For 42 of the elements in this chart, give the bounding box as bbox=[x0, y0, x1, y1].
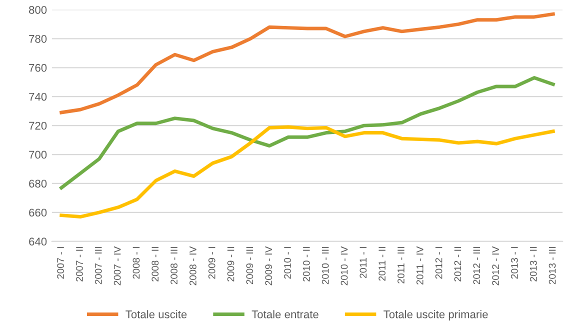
x-tick-label: 2010 - II bbox=[302, 247, 310, 282]
y-tick-label: 740 bbox=[29, 92, 47, 101]
x-tick-label: 2011 - I bbox=[360, 247, 367, 278]
line-series bbox=[60, 125, 555, 218]
x-tick-label: 2008 - II bbox=[152, 247, 159, 282]
x-tick-label: 2010 - III bbox=[322, 247, 329, 284]
x-tick-label: 2013 - III bbox=[548, 247, 556, 284]
x-tick-label: 2013 - I bbox=[511, 247, 518, 279]
y-tick-label: 800 bbox=[29, 6, 47, 14]
y-tick-label: 760 bbox=[29, 64, 47, 72]
x-tick-label: 2009 - II bbox=[227, 247, 234, 282]
x-tick-label: 2007 - I bbox=[57, 247, 64, 279]
x-tick-label: 2011 - II bbox=[378, 247, 386, 281]
line-series bbox=[60, 76, 555, 190]
legend-label: Totale entrate bbox=[252, 310, 318, 318]
legend-label: Totale uscite primarie bbox=[384, 310, 488, 320]
line-series bbox=[60, 12, 555, 114]
legend-label: Totale uscite bbox=[126, 310, 187, 318]
x-tick-label: 2013 - II bbox=[530, 247, 537, 282]
y-tick-label: 700 bbox=[29, 150, 47, 159]
x-tick-label: 2007 - II bbox=[76, 247, 83, 282]
x-tick-label: 2012 - IV bbox=[492, 246, 499, 286]
x-tick-label: 2012 - I bbox=[435, 247, 442, 279]
x-tick-label: 2009 - I bbox=[208, 247, 216, 279]
y-tick-label: 680 bbox=[29, 180, 47, 188]
x-tick-label: 2008 - I bbox=[132, 247, 140, 279]
y-tick-label: 780 bbox=[29, 34, 47, 43]
x-tick-label: 2009 - IV bbox=[265, 246, 272, 286]
x-tick-label: 2010 - IV bbox=[340, 246, 348, 286]
y-tick-label: 660 bbox=[29, 208, 47, 217]
x-tick-label: 2012 - III bbox=[473, 247, 480, 284]
x-tick-label: 2011 - IV bbox=[416, 246, 424, 284]
x-tick-label: 2009 - III bbox=[246, 247, 254, 284]
x-tick-label: 2012 - II bbox=[454, 247, 462, 282]
x-tick-label: 2008 - III bbox=[170, 247, 178, 284]
x-tick-label: 2007 - III bbox=[94, 247, 102, 284]
x-tick-label: 2008 - IV bbox=[190, 246, 196, 286]
y-tick-label: 640 bbox=[29, 238, 47, 246]
x-tick-label: 2011 - III bbox=[398, 247, 404, 284]
y-tick-label: 720 bbox=[29, 122, 47, 130]
x-tick-label: 2007 - IV bbox=[114, 246, 121, 286]
x-tick-label: 2010 - I bbox=[284, 247, 291, 279]
